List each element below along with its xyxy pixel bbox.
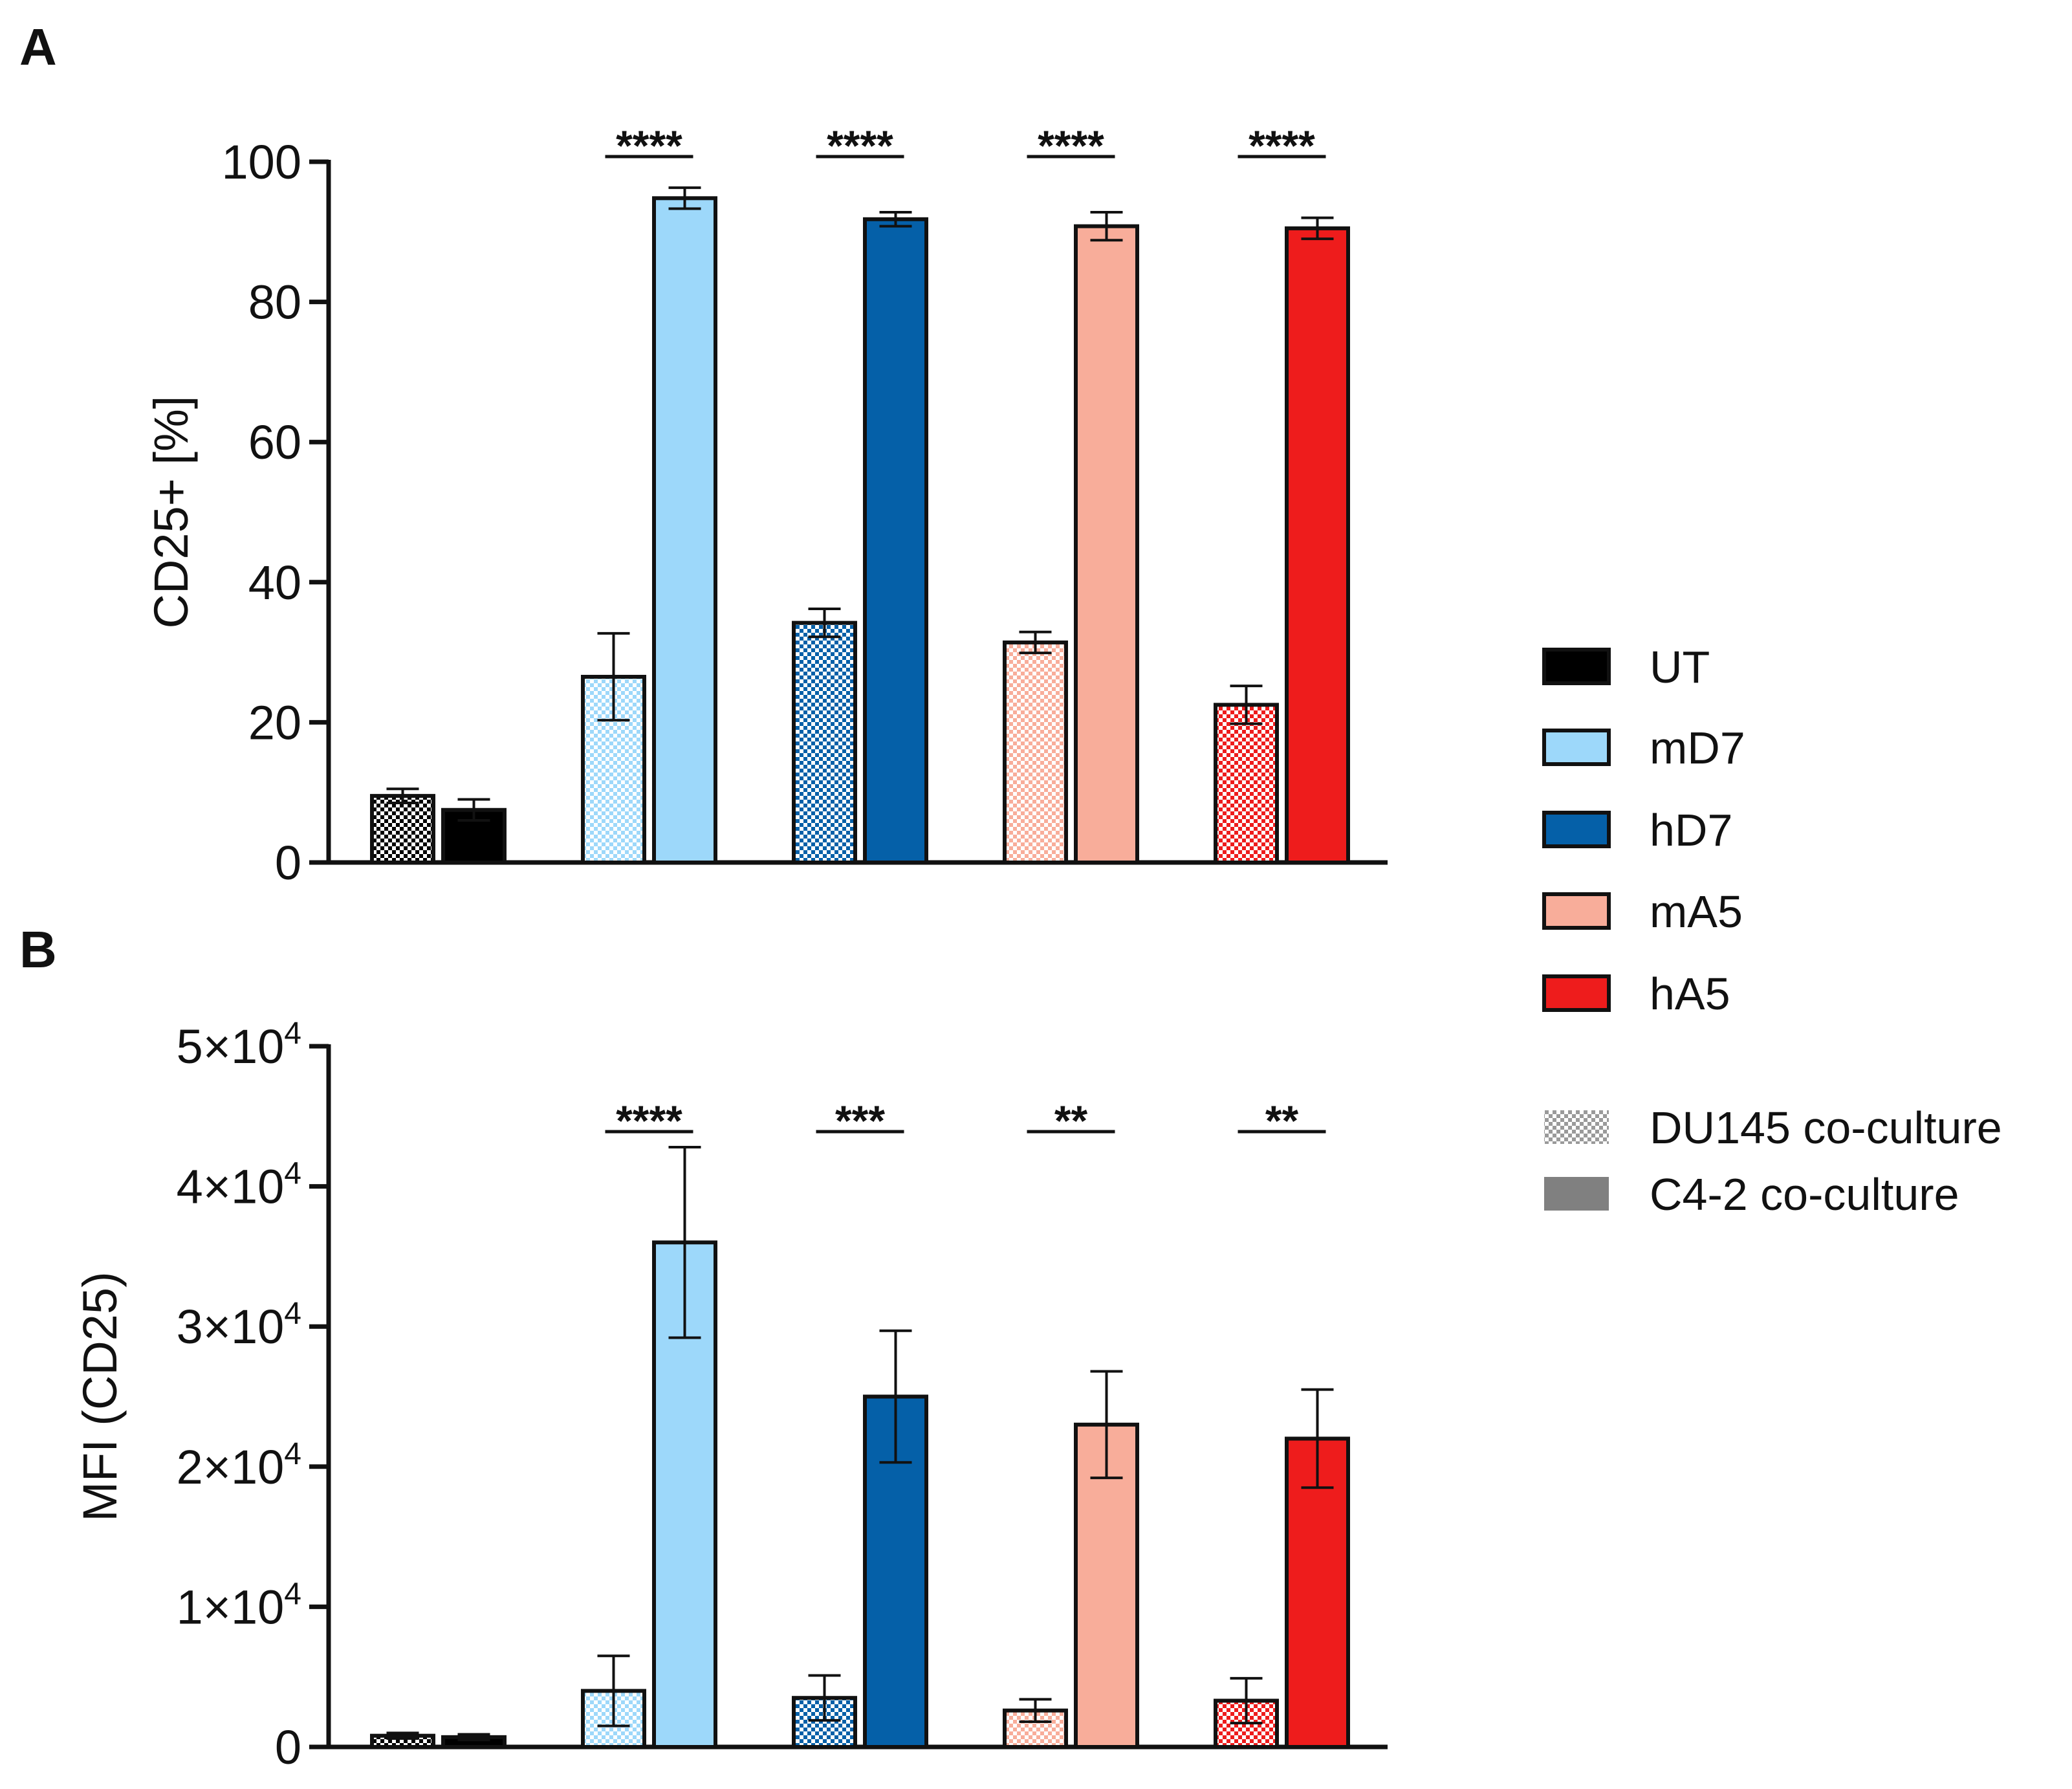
panel-letter: A	[19, 18, 57, 76]
y-tick-label-exponent: 4	[284, 1437, 301, 1471]
y-tick-label: 80	[248, 276, 301, 329]
significance-stars: ****	[616, 1097, 682, 1145]
y-tick-label-base: 2×10	[177, 1440, 285, 1494]
bar-hd7-du145	[792, 620, 857, 864]
y-tick-label-base: 80	[248, 276, 301, 329]
legend-swatch-md7	[1542, 729, 1611, 766]
y-tick-label: 1×104	[177, 1577, 301, 1634]
significance-stars: ****	[827, 122, 893, 170]
legend-label-du145: DU145 co-culture	[1650, 1103, 2002, 1153]
y-tick-label-exponent: 4	[284, 1577, 301, 1611]
legend-swatch-ma5	[1542, 892, 1611, 930]
y-tick-label: 100	[222, 135, 301, 189]
significance-stars: ****	[616, 122, 682, 170]
bar-ha5-c42	[1285, 226, 1350, 864]
y-tick-label: 3×104	[177, 1297, 301, 1354]
legend-label-md7: mD7	[1650, 723, 1745, 773]
legend-label-ut: UT	[1650, 642, 1710, 692]
significance-stars: ****	[1249, 122, 1315, 170]
panel-letter: B	[19, 921, 57, 978]
panel-a: A CD25+ [%] 0 20 40 60 80 100 **** **** **** ****	[19, 18, 1388, 890]
legend-label-ha5: hA5	[1650, 969, 1730, 1019]
bar-ma5-c42	[1074, 224, 1139, 864]
significance-stars: **	[1265, 1097, 1299, 1145]
y-tick-label-base: 40	[248, 556, 301, 609]
y-tick-label-exponent: 4	[284, 1016, 301, 1051]
y-tick-label-base: 5×10	[177, 1020, 285, 1073]
y-tick-label: 2×104	[177, 1437, 301, 1494]
y-tick-label-base: 20	[248, 696, 301, 749]
bar-ha5-du145	[1214, 703, 1279, 864]
y-tick-label-base: 4×10	[177, 1160, 285, 1214]
y-tick-label-exponent: 4	[284, 1157, 301, 1191]
legend-swatch-c42	[1544, 1177, 1609, 1211]
legend-swatch-ut	[1542, 648, 1611, 685]
y-tick-label-base: 1×10	[177, 1580, 285, 1634]
y-axis-title: MFI (CD25)	[73, 1271, 127, 1521]
y-tick-label: 5×104	[177, 1016, 301, 1073]
bar-md7-c42	[652, 196, 717, 864]
y-tick-label-base: 0	[275, 1720, 301, 1774]
bar-ha5-c42	[1285, 1436, 1350, 1749]
bar-ma5-du145	[1003, 640, 1068, 864]
legend: UT mD7 hD7 mA5 hA5 DU145 co-culture C4-2 co-cu…	[1542, 642, 2002, 1220]
y-tick-label-base: 60	[248, 415, 301, 469]
y-tick-label-base: 100	[222, 135, 301, 189]
y-tick-label: 4×104	[177, 1157, 301, 1214]
legend-swatch-du145	[1544, 1110, 1609, 1144]
legend-label-hd7: hD7	[1650, 805, 1732, 855]
bar-hd7-c42	[863, 217, 928, 864]
y-tick-label: 20	[248, 696, 301, 749]
significance-stars: ****	[1038, 122, 1104, 170]
legend-label-ma5: mA5	[1650, 886, 1743, 937]
significance-stars: **	[1054, 1097, 1088, 1145]
y-axis-title: CD25+ [%]	[144, 396, 198, 629]
legend-label-c42: C4-2 co-culture	[1650, 1169, 1959, 1220]
y-tick-label: 40	[248, 556, 301, 609]
bar-ut-du145	[370, 794, 435, 864]
legend-swatch-hd7	[1542, 811, 1611, 848]
y-tick-label: 60	[248, 415, 301, 469]
y-tick-label-base: 3×10	[177, 1300, 285, 1354]
y-tick-label-base: 0	[275, 836, 301, 890]
legend-swatch-ha5	[1542, 974, 1611, 1012]
significance-stars: ***	[835, 1097, 885, 1145]
y-tick-label: 0	[275, 836, 301, 890]
y-tick-label-exponent: 4	[284, 1297, 301, 1331]
y-tick-label: 0	[275, 1720, 301, 1774]
